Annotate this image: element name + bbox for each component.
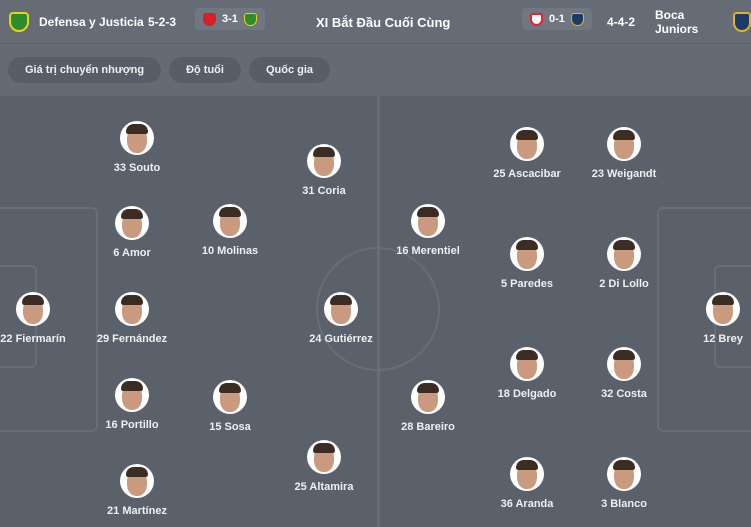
player-name: 23 Weigandt: [591, 168, 657, 180]
filter-age[interactable]: Độ tuổi: [169, 57, 241, 83]
player-name: 5 Paredes: [501, 278, 553, 290]
player-avatar: [510, 457, 544, 491]
player-name: 25 Ascacibar: [493, 168, 561, 180]
player-avatar: [115, 378, 149, 412]
player-avatar: [510, 127, 544, 161]
player-name: 16 Portillo: [105, 419, 159, 431]
player-away[interactable]: 12 Brey: [663, 292, 751, 345]
player-avatar: [213, 204, 247, 238]
player-home[interactable]: 10 Molinas: [170, 204, 290, 257]
player-avatar: [706, 292, 740, 326]
player-away[interactable]: 2 Di Lollo: [564, 237, 684, 290]
player-home[interactable]: 22 Fiermarín: [0, 292, 93, 345]
player-home[interactable]: 16 Portillo: [72, 378, 192, 431]
home-last-score: 3-1: [222, 13, 238, 25]
away-team-name: Boca Juniors: [655, 8, 699, 36]
center-circle: [316, 247, 440, 371]
player-avatar: [411, 204, 445, 238]
player-avatar: [607, 457, 641, 491]
player-home[interactable]: 33 Souto: [77, 121, 197, 174]
player-away[interactable]: 5 Paredes: [467, 237, 587, 290]
player-name: 2 Di Lollo: [599, 278, 649, 290]
player-avatar: [115, 206, 149, 240]
player-name: 3 Blanco: [601, 498, 647, 510]
away-formation: 4-4-2: [607, 15, 636, 29]
player-name: 32 Costa: [601, 388, 647, 400]
player-home[interactable]: 24 Gutiérrez: [281, 292, 401, 345]
player-name: 31 Coria: [302, 185, 346, 197]
player-avatar: [324, 292, 358, 326]
defensa-crest-icon: [9, 12, 29, 32]
away-last-match[interactable]: 0-1: [522, 8, 592, 30]
boca-crest-icon: [732, 12, 751, 32]
filter-nationality[interactable]: Quốc gia: [248, 57, 331, 83]
home-formation: 5-2-3: [148, 15, 177, 29]
home-last-match[interactable]: 3-1: [195, 8, 265, 30]
player-name: 18 Delgado: [497, 388, 557, 400]
player-name: 12 Brey: [703, 333, 743, 345]
player-name: 6 Amor: [113, 247, 151, 259]
player-avatar: [120, 121, 154, 155]
player-name: 25 Altamira: [294, 481, 354, 493]
independiente-crest-icon: [203, 12, 216, 26]
pitch: 33 Souto 31 Coria 6 Amor 10 Molinas 22 Fierm…: [0, 96, 751, 527]
home-team[interactable]: Defensa y Justicia: [9, 0, 144, 44]
player-avatar: [607, 237, 641, 271]
player-home[interactable]: 21 Martínez: [77, 464, 197, 517]
player-name: 28 Bareiro: [401, 421, 455, 433]
player-avatar: [411, 380, 445, 414]
player-avatar: [607, 127, 641, 161]
player-name: 22 Fiermarín: [0, 333, 66, 345]
page-title: XI Bắt Đầu Cuối Cùng: [316, 14, 451, 30]
player-avatar: [510, 237, 544, 271]
player-avatar: [16, 292, 50, 326]
player-avatar: [115, 292, 149, 326]
player-avatar: [120, 464, 154, 498]
right-penalty-box: [657, 207, 751, 432]
player-home[interactable]: 6 Amor: [72, 206, 192, 259]
filter-transfer-value[interactable]: Giá trị chuyển nhượng: [8, 57, 162, 83]
player-name: 24 Gutiérrez: [309, 333, 373, 345]
player-avatar: [213, 380, 247, 414]
defensa-crest-icon: [243, 12, 257, 26]
player-away[interactable]: 36 Aranda: [467, 457, 587, 510]
player-name: 15 Sosa: [209, 421, 251, 433]
player-away[interactable]: 25 Ascacibar: [467, 127, 587, 180]
player-home[interactable]: 29 Fernández: [72, 292, 192, 345]
away-last-score: 0-1: [549, 13, 565, 25]
lineup-header: Defensa y Justicia 5-2-3 3-1 XI Bắt Đầu …: [0, 0, 751, 44]
player-avatar: [307, 144, 341, 178]
player-avatar: [510, 347, 544, 381]
player-away[interactable]: 3 Blanco: [564, 457, 684, 510]
player-away[interactable]: 32 Costa: [564, 347, 684, 400]
home-team-name: Defensa y Justicia: [39, 15, 144, 29]
player-name: 16 Merentiel: [396, 245, 460, 257]
player-name: 10 Molinas: [201, 245, 259, 257]
player-name: 36 Aranda: [500, 498, 554, 510]
player-avatar: [607, 347, 641, 381]
player-home[interactable]: 15 Sosa: [170, 380, 290, 433]
player-home[interactable]: 25 Altamira: [264, 440, 384, 493]
player-home[interactable]: 31 Coria: [264, 144, 384, 197]
player-away[interactable]: 18 Delgado: [467, 347, 587, 400]
boca-crest-icon: [570, 12, 584, 26]
river-crest-icon: [530, 12, 543, 26]
player-away[interactable]: 28 Bareiro: [368, 380, 488, 433]
player-away[interactable]: 16 Merentiel: [368, 204, 488, 257]
away-team[interactable]: Boca Juniors: [655, 0, 751, 44]
player-name: 33 Souto: [113, 162, 161, 174]
player-avatar: [307, 440, 341, 474]
player-away[interactable]: 23 Weigandt: [564, 127, 684, 180]
left-penalty-box: [0, 207, 98, 432]
filter-bar: Giá trị chuyển nhượng Độ tuổi Quốc gia: [0, 44, 751, 96]
player-name: 29 Fernández: [96, 333, 168, 345]
player-name: 21 Martínez: [107, 505, 167, 517]
